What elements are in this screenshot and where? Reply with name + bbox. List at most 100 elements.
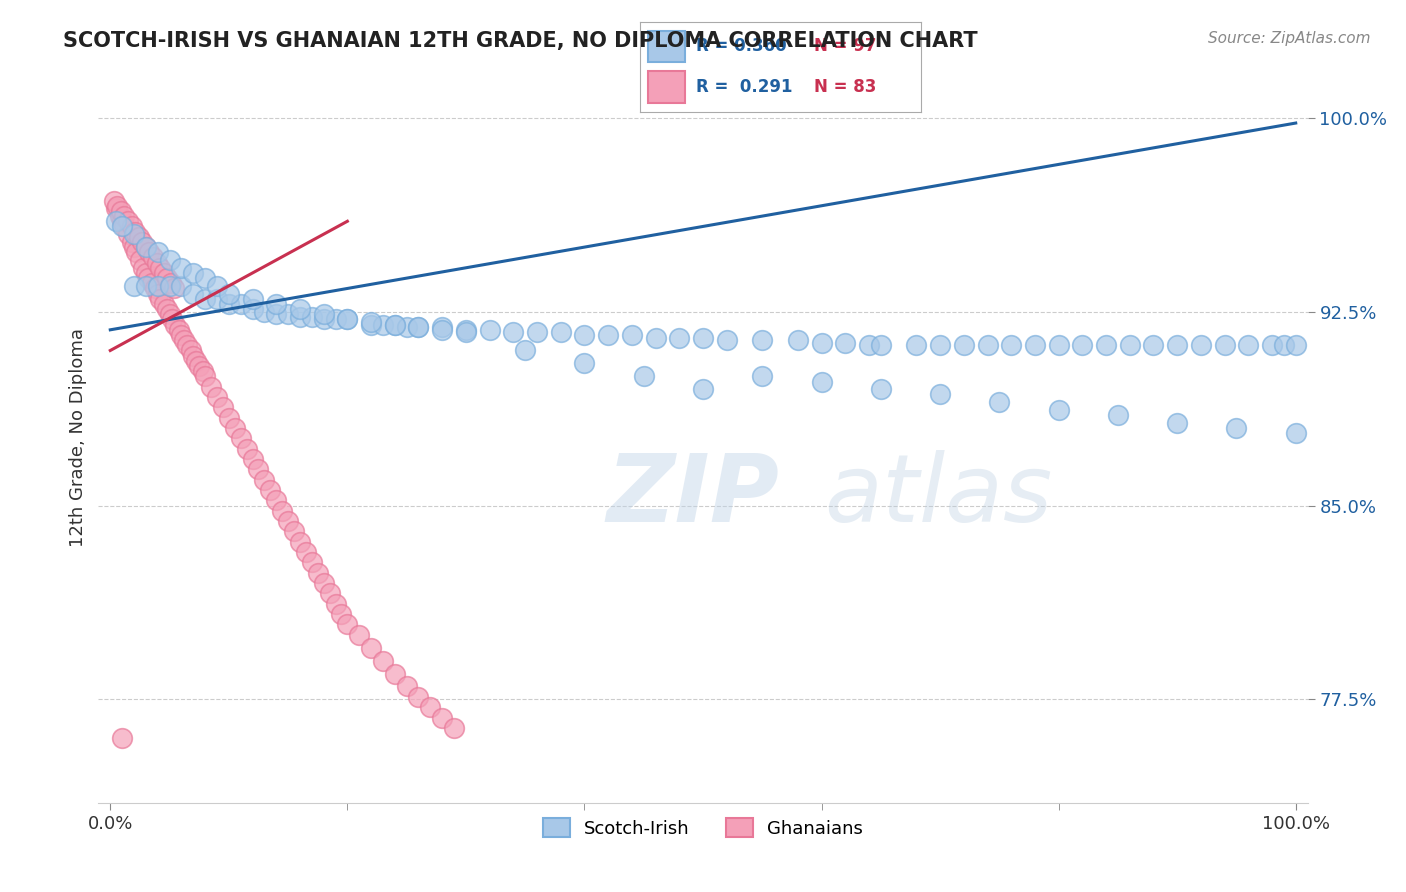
Point: [167, 323, 190, 337]
Point: [360, 640, 382, 655]
Point: [173, 333, 195, 347]
Point: [633, 369, 655, 384]
Y-axis label: 12th Grade, No Diploma: 12th Grade, No Diploma: [69, 327, 87, 547]
Point: [242, 302, 264, 317]
Point: [132, 260, 155, 275]
Point: [1071, 338, 1094, 352]
Point: [170, 328, 193, 343]
Point: [1119, 338, 1142, 352]
Point: [181, 349, 204, 363]
Point: [160, 312, 183, 326]
Point: [149, 292, 172, 306]
Point: [181, 266, 204, 280]
Point: [515, 343, 537, 358]
Point: [135, 240, 157, 254]
Point: [114, 219, 136, 234]
Point: [205, 292, 228, 306]
Point: [159, 307, 181, 321]
Point: [318, 586, 340, 600]
Point: [194, 292, 217, 306]
Point: [205, 278, 228, 293]
Point: [454, 326, 477, 340]
Point: [1000, 338, 1022, 352]
Point: [152, 297, 174, 311]
Point: [129, 253, 152, 268]
Point: [111, 219, 134, 234]
Point: [149, 260, 172, 275]
Text: atlas: atlas: [824, 450, 1052, 541]
Point: [103, 194, 125, 208]
Point: [988, 395, 1011, 409]
Point: [1261, 338, 1284, 352]
Text: R = 0.360: R = 0.360: [696, 37, 786, 55]
Point: [141, 277, 163, 291]
Point: [330, 607, 353, 621]
Point: [301, 310, 323, 324]
Point: [105, 202, 128, 216]
Point: [1213, 338, 1236, 352]
Point: [1272, 338, 1295, 352]
Point: [135, 266, 157, 280]
Point: [526, 326, 548, 340]
Point: [347, 628, 370, 642]
Point: [751, 333, 773, 347]
Point: [1189, 338, 1212, 352]
Point: [1225, 421, 1247, 435]
Point: [121, 235, 143, 249]
Point: [105, 199, 128, 213]
Point: [156, 271, 179, 285]
Text: N = 97: N = 97: [814, 37, 876, 55]
Point: [242, 292, 264, 306]
Point: [307, 566, 329, 580]
Point: [432, 320, 454, 334]
Point: [271, 504, 294, 518]
Text: SCOTCH-IRISH VS GHANAIAN 12TH GRADE, NO DIPLOMA CORRELATION CHART: SCOTCH-IRISH VS GHANAIAN 12TH GRADE, NO …: [63, 31, 979, 51]
Point: [218, 286, 240, 301]
Point: [200, 379, 222, 393]
Point: [408, 320, 430, 334]
Point: [692, 330, 714, 344]
Point: [384, 318, 406, 332]
Point: [159, 253, 181, 268]
Point: [110, 203, 132, 218]
Point: [395, 680, 418, 694]
Point: [644, 330, 666, 344]
Legend: Scotch-Irish, Ghanaians: Scotch-Irish, Ghanaians: [536, 811, 870, 845]
Point: [432, 323, 454, 337]
Point: [205, 390, 228, 404]
Text: ZIP: ZIP: [606, 450, 779, 541]
Point: [264, 297, 287, 311]
Point: [952, 338, 974, 352]
Point: [224, 421, 246, 435]
Point: [212, 401, 235, 415]
Point: [1285, 338, 1308, 352]
Point: [136, 271, 159, 285]
Point: [668, 330, 690, 344]
Point: [312, 307, 335, 321]
Point: [131, 235, 153, 249]
Point: [145, 255, 167, 269]
Point: [301, 556, 323, 570]
Point: [122, 278, 145, 293]
Point: [181, 286, 204, 301]
Point: [117, 214, 139, 228]
Point: [408, 320, 430, 334]
Point: [146, 245, 169, 260]
Point: [288, 310, 311, 324]
Point: [336, 312, 359, 326]
Point: [152, 266, 174, 280]
Text: N = 83: N = 83: [814, 78, 876, 95]
Point: [180, 343, 202, 358]
Point: [111, 214, 134, 228]
Point: [194, 271, 217, 285]
Point: [191, 364, 214, 378]
Point: [114, 209, 136, 223]
Point: [146, 278, 169, 293]
Point: [165, 318, 187, 332]
Point: [929, 387, 952, 401]
Point: [443, 721, 465, 735]
Point: [277, 514, 299, 528]
Point: [259, 483, 281, 497]
Point: [869, 382, 891, 396]
Point: [111, 731, 134, 746]
